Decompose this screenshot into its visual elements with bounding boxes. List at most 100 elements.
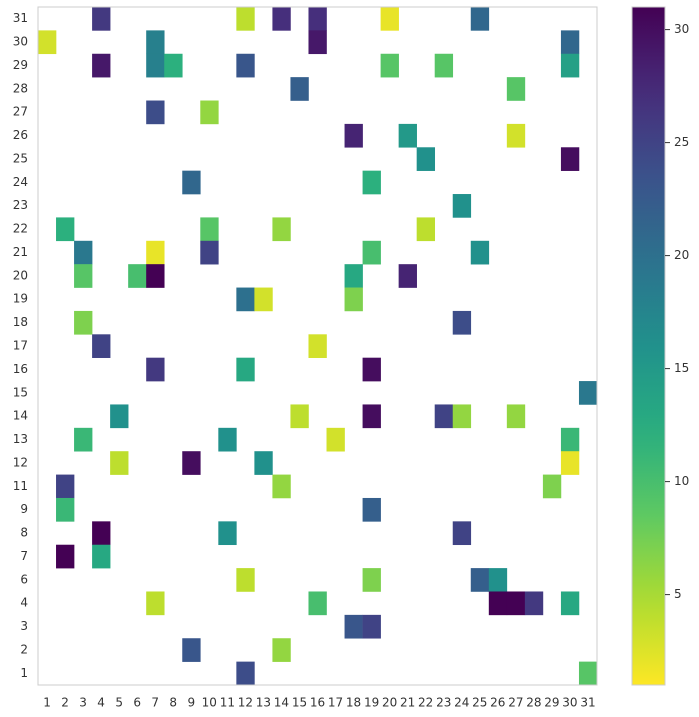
heatmap-cell	[182, 638, 201, 662]
x-tick-label: 1	[43, 696, 51, 710]
heatmap-cell	[182, 170, 201, 195]
heatmap-cell	[254, 451, 273, 475]
x-tick-label: 3	[79, 696, 87, 710]
y-tick-label: 8	[20, 526, 28, 540]
heatmap-cell	[290, 77, 309, 101]
x-tick-label: 6	[133, 696, 141, 710]
colorbar-tick-label: 20	[674, 248, 689, 262]
x-tick-label: 12	[238, 696, 253, 710]
x-tick-label: 17	[328, 696, 343, 710]
y-tick-label: 1	[20, 666, 28, 680]
heatmap-cell	[92, 53, 111, 78]
heatmap-cell	[560, 591, 580, 616]
heatmap-cell	[416, 147, 436, 171]
heatmap-cell	[236, 357, 255, 382]
heatmap-cell	[362, 357, 381, 382]
heatmap-cell	[344, 123, 363, 148]
x-tick-label: 19	[364, 696, 379, 710]
heatmap-cell	[56, 544, 75, 569]
heatmap-cell	[146, 264, 165, 288]
y-tick-label: 17	[13, 339, 28, 353]
heatmap-cell	[308, 30, 327, 55]
heatmap-cell	[38, 30, 57, 55]
heatmap-cell	[506, 77, 526, 101]
heatmap-cell	[434, 53, 454, 78]
heatmap-cell	[56, 474, 75, 499]
heatmap-cell	[524, 591, 544, 616]
y-tick-label: 12	[13, 455, 28, 469]
heatmap-cell	[362, 568, 381, 592]
heatmap-cell	[74, 427, 93, 452]
x-tick-label: 10	[202, 696, 217, 710]
heatmap-cell	[452, 194, 472, 218]
x-tick-label: 13	[256, 696, 271, 710]
heatmap-cell	[344, 614, 363, 639]
y-tick-label: 29	[13, 58, 28, 72]
heatmap-cell	[92, 521, 111, 546]
y-tick-label: 16	[13, 362, 28, 376]
heatmap-cell	[488, 591, 508, 616]
heatmap-cell	[182, 451, 201, 475]
heatmap-cell	[236, 53, 255, 78]
heatmap-cell	[272, 7, 291, 31]
colorbar-tick-label: 10	[674, 474, 689, 488]
x-tick-label: 27	[508, 696, 523, 710]
x-tick-label: 26	[490, 696, 505, 710]
heatmap-cell	[146, 591, 165, 616]
y-tick-label: 27	[13, 105, 28, 119]
heatmap-cell	[110, 451, 129, 475]
x-tick-label: 28	[526, 696, 541, 710]
heatmap-cell	[74, 264, 93, 288]
x-tick-label: 11	[220, 696, 235, 710]
heatmap-cell	[452, 404, 472, 429]
heatmap-cell	[74, 240, 93, 265]
x-tick-label: 30	[562, 696, 577, 710]
heatmap-cell	[416, 217, 436, 242]
colorbar-tick-label: 5	[674, 587, 682, 601]
heatmap-cell	[146, 100, 165, 125]
x-tick-label: 18	[346, 696, 361, 710]
x-tick-label: 29	[544, 696, 559, 710]
heatmap-cell	[398, 264, 417, 288]
heatmap-cell	[92, 544, 111, 569]
y-tick-label: 23	[13, 198, 28, 212]
x-tick-label: 21	[400, 696, 415, 710]
y-tick-label: 14	[13, 409, 28, 423]
heatmap-cell	[452, 310, 472, 335]
heatmap-cell	[470, 240, 490, 265]
y-tick-label: 25	[13, 151, 28, 165]
heatmap-cell	[506, 591, 526, 616]
y-tick-label: 15	[13, 385, 28, 399]
heatmap-cell	[560, 451, 580, 475]
heatmap-cell	[470, 568, 490, 592]
y-tick-label: 3	[20, 619, 28, 633]
y-tick-label: 18	[13, 315, 28, 329]
heatmap-cell	[542, 474, 562, 499]
x-tick-label: 23	[436, 696, 451, 710]
heatmap-cell	[578, 381, 598, 405]
y-tick-label: 7	[20, 549, 28, 563]
x-tick-label: 8	[169, 696, 177, 710]
colorbar-tick-label: 30	[674, 22, 689, 36]
heatmap-cell	[272, 217, 291, 242]
x-tick-label: 4	[97, 696, 105, 710]
heatmap-cell	[200, 240, 219, 265]
heatmap-cell	[560, 30, 580, 55]
heatmap-cell	[506, 404, 526, 429]
heatmap-cell	[236, 568, 255, 592]
y-tick-label: 22	[13, 222, 28, 236]
y-tick-label: 11	[13, 479, 28, 493]
x-tick-label: 31	[580, 696, 595, 710]
colorbar	[631, 6, 666, 686]
x-tick-label: 7	[151, 696, 159, 710]
heatmap-cell	[146, 53, 165, 78]
y-tick-label: 19	[13, 292, 28, 306]
heatmap-cell	[452, 521, 472, 546]
x-tick-label: 16	[310, 696, 325, 710]
heatmap-cell	[308, 334, 327, 358]
heatmap-cell	[236, 661, 255, 686]
x-tick-label: 9	[187, 696, 195, 710]
y-tick-label: 2	[20, 642, 28, 656]
heatmap-cell	[146, 240, 165, 265]
